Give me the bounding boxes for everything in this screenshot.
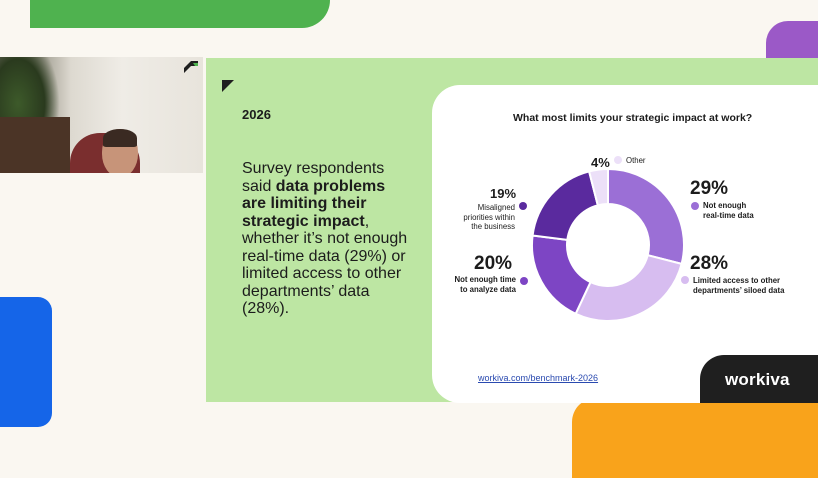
slice-label-priorities: Misaligned priorities within the busines…	[440, 203, 515, 232]
slide-body-text: Survey respondents said data problems ar…	[242, 160, 412, 318]
legend-dot-realtime	[691, 202, 699, 210]
legend-dot-siloed	[681, 276, 689, 284]
corner-triangle-icon	[222, 80, 234, 92]
shelf-background	[0, 117, 70, 173]
slice-pct-siloed: 28%	[690, 253, 729, 274]
presenter-hair	[103, 129, 137, 147]
presenter-webcam-video	[0, 57, 203, 173]
benchmark-link[interactable]: workiva.com/benchmark-2026	[478, 373, 599, 383]
legend-dot-other	[614, 156, 622, 164]
legend-dot-priorities	[519, 202, 527, 210]
slice-label-siloed: Limited access to other departments’ sil…	[693, 276, 784, 295]
label-line: to analyze data	[460, 284, 516, 294]
body-text-emphasis: data problems are limiting their strateg…	[242, 177, 386, 230]
slice-label-realtime: Not enough real-time data	[703, 201, 754, 220]
slice-pct-other: 4%	[591, 155, 610, 170]
workiva-mark-icon	[184, 61, 198, 73]
chart-title: What most limits your strategic impact a…	[513, 112, 753, 124]
label-line: real-time data	[703, 210, 754, 220]
label-line: Limited access to other	[693, 276, 781, 285]
label-line: departments’ siloed data	[693, 285, 785, 295]
body-text-end: , whether it’s not enough real-time data…	[242, 212, 408, 318]
slice-pct-time: 20%	[474, 253, 513, 274]
decorative-green-shape	[30, 0, 330, 28]
logo-banner	[700, 355, 818, 403]
label-line: Not enough time	[454, 275, 516, 284]
decorative-blue-shape	[0, 297, 52, 427]
slide-year: 2026	[242, 107, 271, 122]
slice-label-time: Not enough time to analyze data	[440, 275, 516, 294]
decorative-orange-shape	[572, 398, 818, 478]
slice-label-other: Other	[626, 156, 646, 165]
workiva-logo: workiva	[725, 370, 790, 389]
label-line: Misaligned	[477, 203, 515, 212]
label-line: Not enough	[703, 201, 747, 210]
body-text-start: Survey respondents said	[242, 160, 385, 195]
label-line: priorities within	[463, 212, 515, 222]
label-line: the business	[471, 222, 515, 231]
slice-pct-realtime: 29%	[690, 178, 729, 199]
slice-pct-priorities: 19%	[490, 186, 517, 201]
legend-dot-time	[520, 277, 528, 285]
